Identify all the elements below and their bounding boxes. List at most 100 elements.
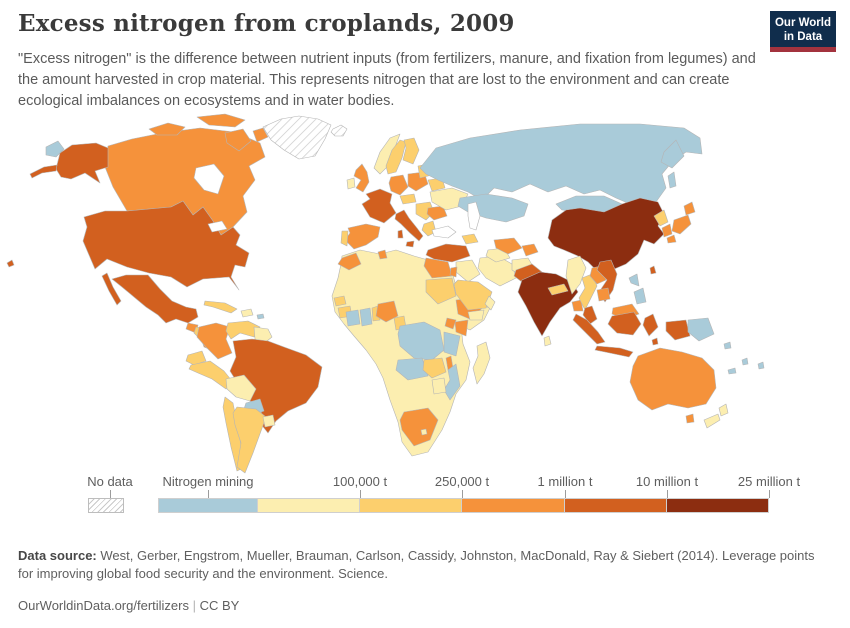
country-peru[interactable]: Peru xyxy=(188,360,233,390)
legend-swatch-b3[interactable] xyxy=(462,498,565,513)
country-taiwan[interactable]: Taiwan xyxy=(649,265,657,275)
country-tunisia[interactable]: Tunisia xyxy=(377,249,388,260)
country-puerto-rico[interactable]: Puerto Rico xyxy=(256,313,265,320)
country-united-states[interactable]: United States xyxy=(6,259,15,268)
legend-swatch-b1[interactable] xyxy=(258,498,361,513)
country-australia[interactable]: Australia xyxy=(685,413,695,424)
country-caucasus[interactable]: Caucasus xyxy=(461,233,479,245)
legend-swatch-b4[interactable] xyxy=(564,498,667,513)
country-bolivia[interactable]: Bolivia xyxy=(225,374,257,402)
country-tanzania[interactable]: Tanzania xyxy=(443,331,461,357)
country-new-zealand[interactable]: New Zealand xyxy=(703,413,721,429)
country-oman[interactable]: Oman xyxy=(484,295,496,311)
country-united-states[interactable]: United States xyxy=(82,200,250,291)
country-zimbabwe[interactable]: Zimbabwe xyxy=(431,377,447,395)
country-uzbekistan[interactable]: Uzbekistan xyxy=(493,237,523,255)
legend-swatch-b5[interactable] xyxy=(666,498,769,513)
country-lesotho[interactable]: Lesotho xyxy=(420,428,428,436)
country-france[interactable]: France xyxy=(361,188,397,224)
world-map[interactable]: GreenlandIcelandCanadaCanadaCanadaCanada… xyxy=(0,112,850,478)
country-italy[interactable]: Italy xyxy=(394,209,424,242)
country-indonesia[interactable]: Indonesia xyxy=(594,345,634,358)
country-indonesia[interactable]: Indonesia xyxy=(651,337,659,346)
country-italy[interactable]: Italy xyxy=(405,240,415,248)
country-angola[interactable]: Angola xyxy=(395,357,429,381)
country-greenland[interactable]: Greenland xyxy=(262,115,332,160)
country-mexico[interactable]: Mexico xyxy=(101,272,122,306)
country-finland[interactable]: Finland xyxy=(402,137,420,165)
country-norway[interactable]: Norway xyxy=(373,133,401,175)
country-indonesia[interactable]: Indonesia xyxy=(665,319,691,341)
country-japan[interactable]: Japan xyxy=(671,214,692,235)
country-bangladesh[interactable]: Bangladesh xyxy=(571,299,584,312)
country-cuba[interactable]: Cuba xyxy=(203,300,238,314)
country-sweden[interactable]: Sweden xyxy=(385,139,407,175)
country-united-states[interactable]: United States xyxy=(29,164,58,179)
country-turkey[interactable]: Turkey xyxy=(425,243,471,263)
country-sudan[interactable]: Sudan xyxy=(425,277,457,305)
country-germany[interactable]: Germany xyxy=(388,174,409,196)
country-iceland[interactable]: Iceland xyxy=(330,124,348,137)
country-indonesia[interactable]: Indonesia xyxy=(642,313,659,337)
country-colombia[interactable]: Colombia xyxy=(196,322,233,360)
country-argentina[interactable]: Argentina xyxy=(232,406,267,474)
country-morocco[interactable]: Morocco xyxy=(337,252,362,271)
country-ireland[interactable]: Ireland xyxy=(346,177,356,190)
country-philippines[interactable]: Philippines xyxy=(628,273,640,287)
country-nepal[interactable]: Nepal xyxy=(547,283,569,296)
country-vanuatu-fiji[interactable]: Vanuatu & Fiji xyxy=(741,357,749,366)
country-new-caledonia[interactable]: New Caledonia xyxy=(727,367,737,375)
country-russia[interactable]: Russia xyxy=(660,139,685,169)
country-kazakhstan[interactable]: Kazakhstan xyxy=(457,193,529,223)
country-senegal[interactable]: Senegal xyxy=(333,295,347,307)
country-israel-jordan[interactable]: Israel & Jordan xyxy=(449,266,458,278)
country-uganda[interactable]: Uganda xyxy=(444,317,457,330)
country-indonesia[interactable]: Indonesia xyxy=(607,311,642,336)
country-canada[interactable]: Canada xyxy=(196,113,246,128)
country-japan[interactable]: Japan xyxy=(666,234,677,244)
country-syria-iraq[interactable]: Syria & Iraq xyxy=(455,259,481,283)
country-mexico[interactable]: Mexico xyxy=(111,274,199,324)
country-myanmar[interactable]: Myanmar xyxy=(565,255,587,295)
country-china[interactable]: China xyxy=(547,197,665,273)
country-nigeria[interactable]: Nigeria xyxy=(375,300,399,323)
country-canada[interactable]: Canada xyxy=(224,128,252,152)
country-chukotka[interactable]: Russia (Far East) xyxy=(45,140,65,158)
country-japan[interactable]: Japan xyxy=(683,201,696,216)
country-egypt[interactable]: Egypt xyxy=(423,257,453,279)
country-czechia-austria[interactable]: Austria & Czechia xyxy=(399,193,417,205)
country-saudi-arabia[interactable]: Saudi Arabia xyxy=(453,279,493,311)
country-hispaniola[interactable]: Haiti & Dominican Republic xyxy=(240,308,254,318)
country-kenya[interactable]: Kenya xyxy=(454,319,469,337)
country-ghana[interactable]: Ghana xyxy=(359,307,373,327)
country-north-korea[interactable]: North Korea xyxy=(653,209,669,227)
country-mozambique[interactable]: Mozambique xyxy=(443,363,461,401)
country-sri-lanka[interactable]: Sri Lanka xyxy=(543,335,552,347)
country-south-africa[interactable]: South Africa xyxy=(399,407,439,447)
country-canada[interactable]: Canada xyxy=(252,127,269,143)
country-portugal[interactable]: Portugal xyxy=(340,230,349,247)
country-solomon-islands[interactable]: Solomon Islands xyxy=(723,341,732,350)
country-canada[interactable]: Canada xyxy=(148,122,186,136)
country-venezuela[interactable]: Venezuela xyxy=(225,320,261,340)
country-zambia[interactable]: Zambia xyxy=(422,357,447,379)
country-spain[interactable]: Spain xyxy=(344,223,381,250)
country-philippines[interactable]: Philippines xyxy=(633,287,647,305)
country-yemen[interactable]: Yemen xyxy=(467,309,485,321)
country-papua-new-guinea[interactable]: Papua New Guinea xyxy=(687,317,715,342)
country-united-kingdom[interactable]: United Kingdom xyxy=(353,163,370,193)
country-new-zealand[interactable]: New Zealand xyxy=(718,403,729,417)
country-uruguay[interactable]: Uruguay xyxy=(262,414,276,428)
country-cambodia[interactable]: Cambodia xyxy=(596,287,611,302)
country-australia[interactable]: Australia xyxy=(629,347,717,411)
country-italy[interactable]: Italy xyxy=(397,229,404,239)
country-indonesia[interactable]: Indonesia xyxy=(572,313,606,345)
country-vanuatu-fiji[interactable]: Vanuatu & Fiji xyxy=(757,361,765,370)
country-madagascar[interactable]: Madagascar xyxy=(472,341,491,385)
owid-link[interactable]: OurWorldinData.org/fertilizers xyxy=(18,597,189,613)
legend-swatch-b2[interactable] xyxy=(360,498,463,513)
world-map-svg[interactable]: GreenlandIcelandCanadaCanadaCanadaCanada… xyxy=(0,112,850,478)
legend-no-data-swatch[interactable] xyxy=(88,498,124,513)
country-united-states[interactable]: United States xyxy=(55,142,109,184)
owid-logo[interactable]: Our World in Data xyxy=(770,11,836,52)
